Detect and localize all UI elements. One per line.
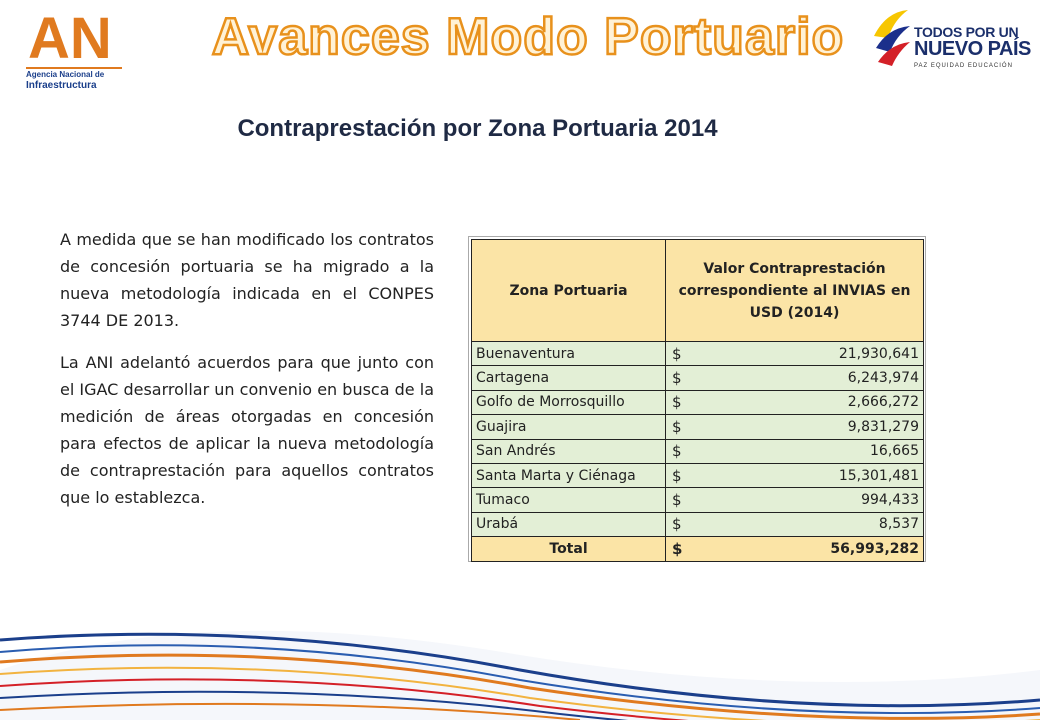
total-label: Total — [471, 536, 666, 562]
ani-logo-rule — [26, 67, 122, 69]
paragraph-igac: La ANI adelantó acuerdos para que junto … — [60, 353, 434, 507]
contraprestacion-table: Zona Portuaria Valor Contraprestación co… — [471, 239, 924, 562]
zone-name: Santa Marta y Ciénaga — [471, 462, 666, 489]
currency-symbol: $ — [665, 536, 696, 562]
government-logo: TODOS POR UN NUEVO PAÍS PAZ EQUIDAD EDUC… — [868, 6, 1031, 78]
table-row: Tumaco $994,433 — [471, 487, 924, 513]
government-logo-line3: PAZ EQUIDAD EDUCACIÓN — [914, 63, 1013, 69]
svg-text:Avances Modo Portuario: Avances Modo Portuario — [212, 8, 845, 66]
zone-value: 2,666,272 — [695, 389, 924, 416]
zone-name: Urabá — [471, 511, 666, 538]
zone-name: Tumaco — [471, 487, 666, 513]
contraprestacion-table-frame: Zona Portuaria Valor Contraprestación co… — [468, 236, 926, 562]
total-value: 56,993,282 — [695, 536, 924, 562]
table-body: Buenaventura $21,930,641 Cartagena $6,243,9… — [471, 340, 924, 562]
slide-title: Contraprestación por Zona Portuaria 2014 — [237, 115, 718, 142]
body-text: A medida que se han modificado los contr… — [60, 226, 434, 526]
government-logo-line1: TODOS POR UN — [914, 24, 1019, 40]
currency-symbol: $ — [665, 340, 696, 367]
table-row: Golfo de Morrosquillo $2,666,272 — [471, 389, 924, 416]
zone-name: Buenaventura — [471, 340, 666, 367]
header-zona: Zona Portuaria — [471, 239, 666, 342]
currency-symbol: $ — [665, 462, 696, 489]
currency-symbol: $ — [665, 414, 696, 440]
svg-text:ANi: ANi — [28, 8, 112, 64]
zone-name: Guajira — [471, 414, 666, 440]
zone-name: Cartagena — [471, 365, 666, 391]
government-logo-line2: NUEVO PAÍS — [914, 38, 1031, 60]
zone-value: 994,433 — [695, 487, 924, 513]
currency-symbol: $ — [665, 511, 696, 538]
currency-symbol: $ — [665, 365, 696, 391]
table-header-row: Zona Portuaria Valor Contraprestación co… — [471, 239, 924, 342]
currency-symbol: $ — [665, 438, 696, 464]
zone-value: 9,831,279 — [695, 414, 924, 440]
colombia-flag-icon — [874, 10, 910, 66]
footer-wave-decoration — [0, 630, 1040, 720]
currency-symbol: $ — [665, 389, 696, 416]
zone-name: San Andrés — [471, 438, 666, 464]
table-total-row: Total $56,993,282 — [471, 536, 924, 562]
table-row: Cartagena $6,243,974 — [471, 365, 924, 391]
ani-logo-line2: Infraestructura — [26, 80, 97, 91]
table-row: Guajira $9,831,279 — [471, 414, 924, 440]
zone-value: 8,537 — [695, 511, 924, 538]
zone-value: 21,930,641 — [695, 340, 924, 367]
zone-value: 15,301,481 — [695, 462, 924, 489]
paragraph-conpes: A medida que se han modificado los contr… — [60, 230, 434, 330]
ani-logo: ANi Agencia Nacional de Infraestructura — [14, 6, 124, 92]
table-row: Buenaventura $21,930,641 — [471, 340, 924, 367]
zone-value: 6,243,974 — [695, 365, 924, 391]
ani-logo-line1: Agencia Nacional de — [26, 70, 105, 79]
zone-name: Golfo de Morrosquillo — [471, 389, 666, 416]
table-row: Urabá $8,537 — [471, 511, 924, 538]
ani-logo-mark: ANi — [28, 8, 112, 64]
currency-symbol: $ — [665, 487, 696, 513]
zone-value: 16,665 — [695, 438, 924, 464]
banner-title: Avances Modo Portuario — [210, 7, 845, 68]
header-valor: Valor Contraprestación correspondiente a… — [665, 239, 924, 342]
table-row: Santa Marta y Ciénaga $15,301,481 — [471, 462, 924, 489]
table-row: San Andrés $16,665 — [471, 438, 924, 464]
